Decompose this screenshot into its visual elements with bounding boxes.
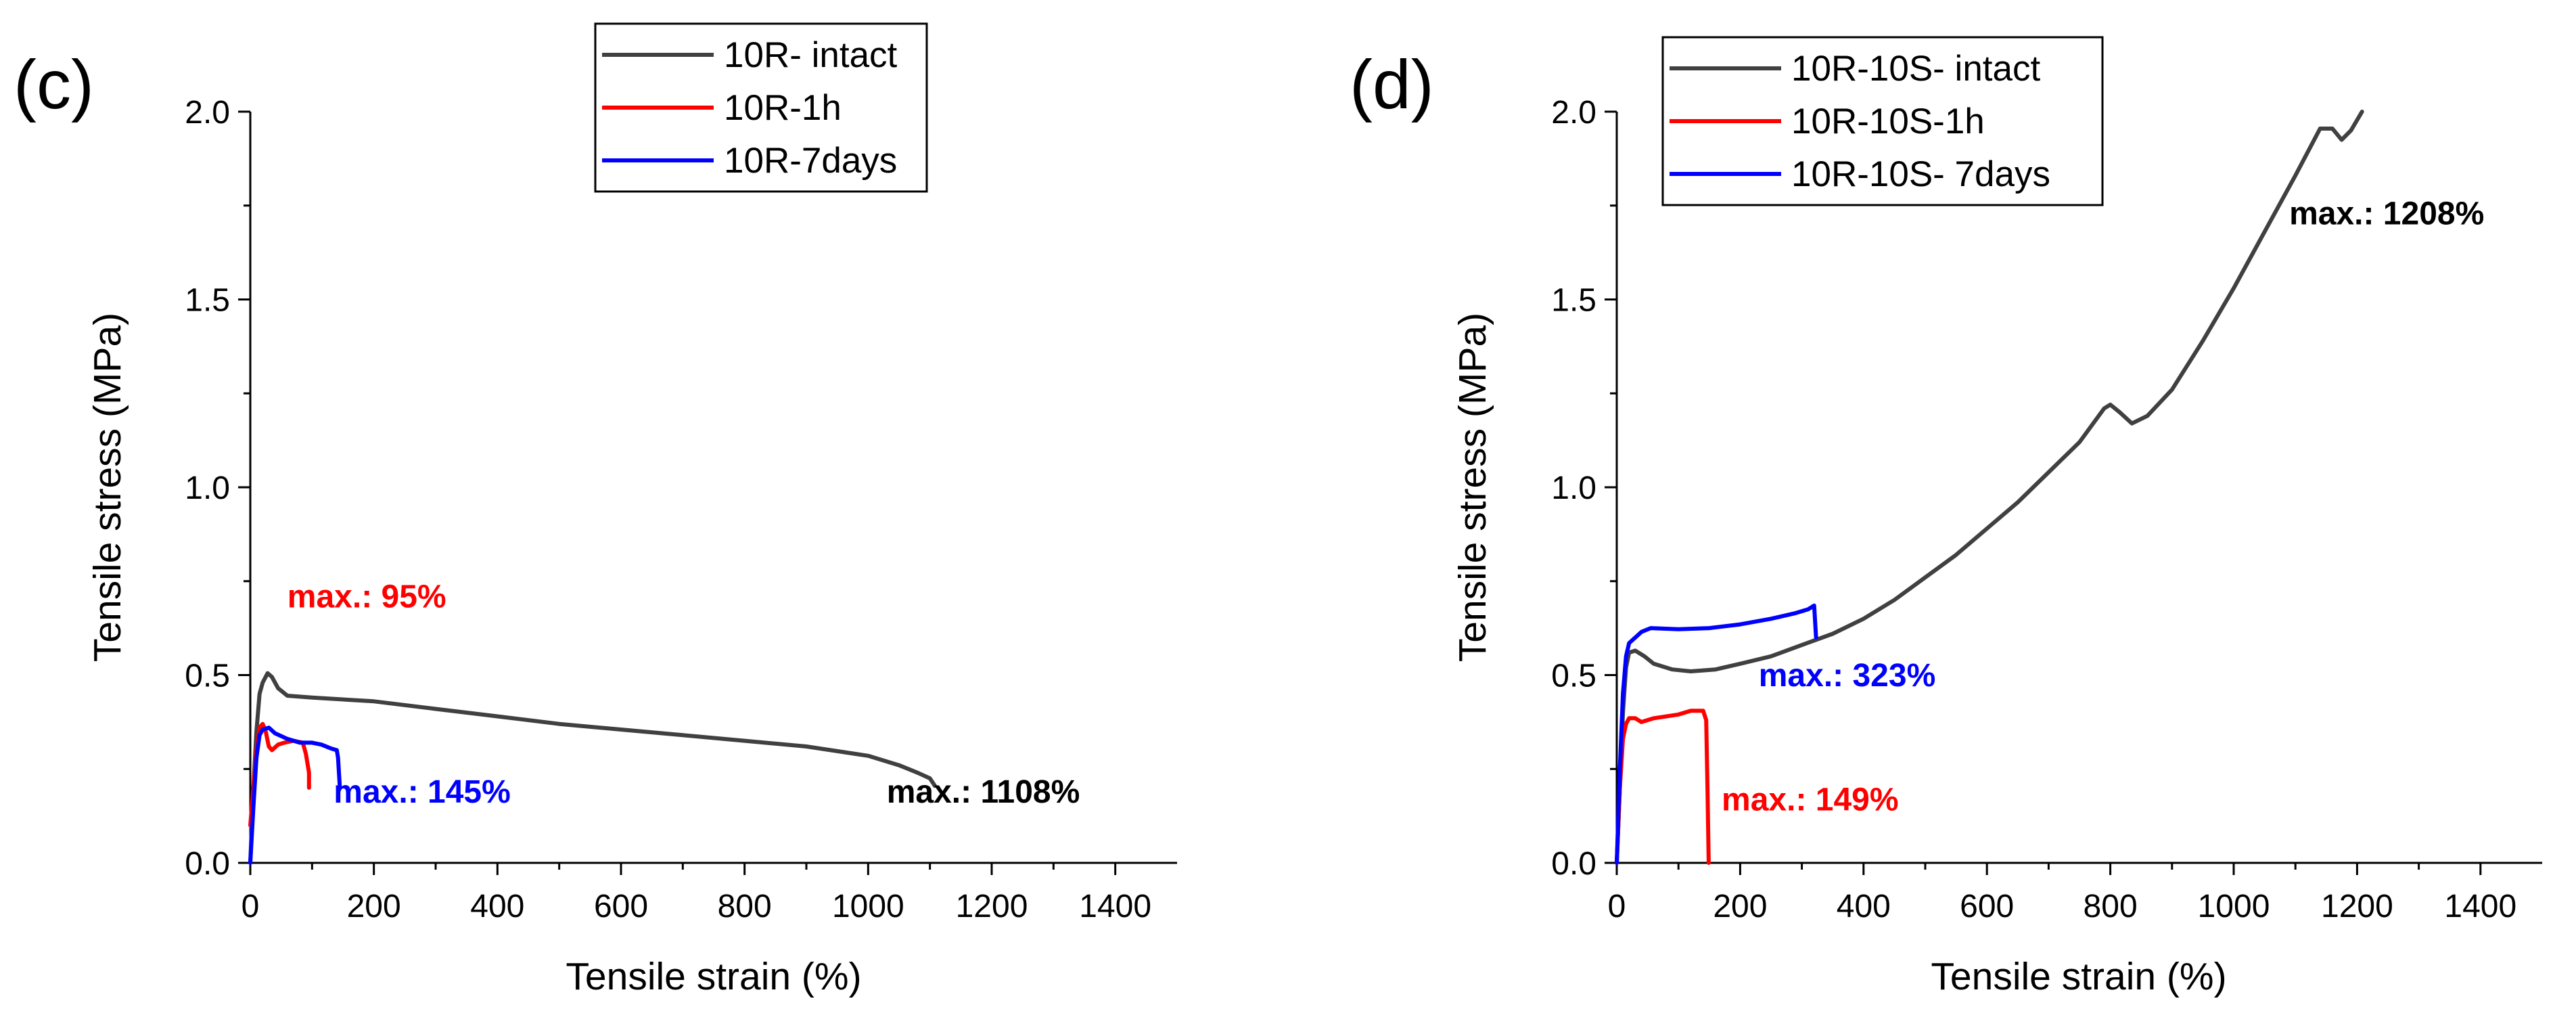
max-strain-annotation: max.: 1208% <box>2289 196 2484 232</box>
x-tick-label: 1000 <box>2198 889 2270 924</box>
y-tick-label: 0.0 <box>1551 846 1596 882</box>
x-tick-label: 400 <box>1837 889 1891 924</box>
y-tick-label: 1.0 <box>1551 470 1596 506</box>
y-tick-label: 1.5 <box>185 283 230 319</box>
legend-label: 10R-10S-1h <box>1791 102 1985 141</box>
series-line-10r-10s-intact <box>1615 110 2364 865</box>
x-tick-label: 1400 <box>2444 889 2516 924</box>
x-tick-label: 600 <box>594 889 648 924</box>
max-strain-annotation: max.: 95% <box>288 579 446 615</box>
y-tick-label: 0.5 <box>1551 658 1596 694</box>
x-tick-label: 0 <box>242 889 260 924</box>
x-tick-label: 1000 <box>832 889 904 924</box>
y-axis-title: Tensile stress (MPa) <box>1451 313 1494 662</box>
x-tick-label: 800 <box>718 889 772 924</box>
x-tick-label: 600 <box>1960 889 2014 924</box>
series-line-10r-10s-1h <box>1615 709 1711 865</box>
y-tick-label: 1.5 <box>1551 283 1596 319</box>
x-axis-title: Tensile strain (%) <box>1931 955 2226 998</box>
legend-label: 10R- intact <box>724 35 898 75</box>
x-tick-label: 1200 <box>2321 889 2393 924</box>
max-strain-annotation: max.: 149% <box>1722 782 1899 818</box>
x-tick-label: 800 <box>2084 889 2138 924</box>
chart-panel-c: (c) 0 200 400 600 800 1000 1200 1400 0.0 0.5 1.0 1.… <box>14 22 1177 998</box>
x-tick-label: 0 <box>1608 889 1626 924</box>
panel-label: (c) <box>14 46 94 123</box>
legend-label: 10R-10S- 7days <box>1791 154 2050 194</box>
legend-label: 10R-1h <box>724 88 842 128</box>
y-axis-title: Tensile stress (MPa) <box>86 313 129 662</box>
y-tick-label: 0.5 <box>185 658 230 694</box>
max-strain-annotation: max.: 1108% <box>887 774 1080 810</box>
series-line-10r-intact <box>248 671 937 865</box>
series-line-10r-7days <box>248 725 342 865</box>
x-tick-label: 200 <box>347 889 401 924</box>
x-tick-label: 1400 <box>1079 889 1151 924</box>
x-tick-label: 200 <box>1713 889 1767 924</box>
y-tick-label: 0.0 <box>185 846 230 882</box>
y-tick-label: 1.0 <box>185 470 230 506</box>
series-line-10r-10s-7days <box>1615 603 1818 865</box>
y-tick-label: 2.0 <box>185 95 230 131</box>
chart-panel-d: (d) 0 200 400 600 800 1000 1200 1400 0.0 0.5 1.0 1.… <box>1350 36 2542 998</box>
legend-label: 10R-7days <box>724 141 897 181</box>
x-axis-title: Tensile strain (%) <box>566 955 861 998</box>
x-tick-label: 400 <box>470 889 524 924</box>
max-strain-annotation: max.: 145% <box>334 774 511 810</box>
panel-label: (d) <box>1350 46 1434 123</box>
y-tick-label: 2.0 <box>1551 95 1596 131</box>
x-tick-label: 1200 <box>956 889 1028 924</box>
max-strain-annotation: max.: 323% <box>1759 658 1936 694</box>
legend-label: 10R-10S- intact <box>1791 49 2041 89</box>
